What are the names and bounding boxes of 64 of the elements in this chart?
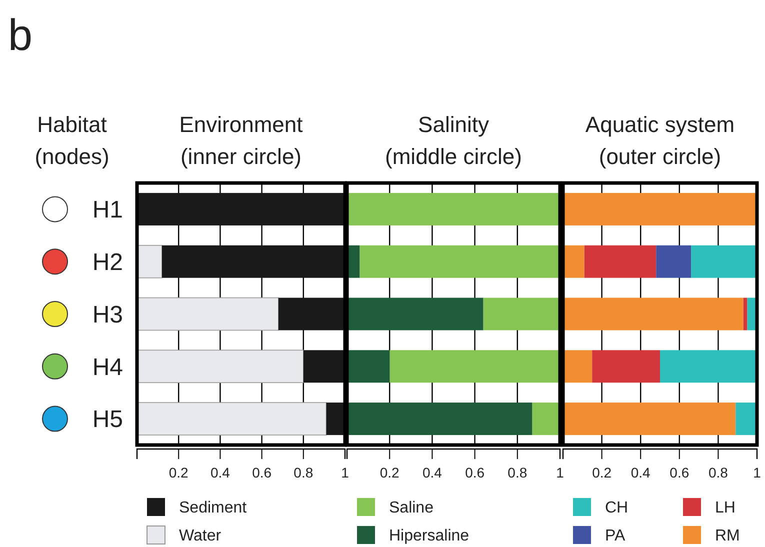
x-tick-label: 0.2: [592, 464, 612, 480]
x-tick-label: 0.8: [508, 464, 528, 480]
bar: [660, 350, 757, 383]
bar: [656, 245, 692, 278]
legend-label: Hipersaline: [389, 528, 470, 545]
bar: [162, 245, 345, 278]
legend-label: Water: [179, 528, 222, 545]
bar: [743, 298, 748, 330]
text: b: [8, 11, 32, 60]
chart-subtitle: (outer circle): [598, 144, 722, 169]
legend-label: Sediment: [179, 500, 248, 517]
bar: [691, 245, 757, 278]
bar: [563, 402, 736, 436]
bar: [278, 298, 345, 330]
x-tick-label: 0.4: [422, 464, 442, 480]
legend-label: CH: [605, 500, 628, 517]
chart-title: Salinity: [418, 112, 489, 137]
legend-label: LH: [715, 500, 736, 517]
legend-label: Saline: [389, 500, 434, 517]
bar: [390, 350, 560, 383]
x-tick-label: 0.8: [294, 464, 314, 480]
bar: [303, 350, 345, 383]
y-tick-label: H2: [92, 249, 123, 276]
bar: [483, 298, 560, 330]
y-tick-label: H5: [92, 406, 123, 434]
x-tick-label: 0.6: [465, 464, 485, 480]
y-tick-label: H4: [92, 354, 123, 381]
chart-subtitle: (inner circle): [180, 144, 302, 169]
legend-label: PA: [605, 528, 626, 545]
bar: [532, 402, 560, 436]
bar: [347, 402, 532, 436]
x-tick-label: 0.6: [252, 464, 272, 480]
bar: [592, 350, 660, 383]
y-tick-label: H3: [92, 301, 123, 328]
chart-title: Environment: [179, 112, 303, 137]
y-tick-label: H1: [92, 196, 123, 224]
bar: [563, 245, 584, 278]
x-tick-label: 0.8: [708, 464, 728, 480]
bar: [347, 298, 484, 330]
x-tick-label: 1: [556, 464, 564, 480]
bar: [360, 245, 560, 278]
bar: [347, 192, 560, 226]
x-tick-label: 1: [753, 464, 762, 480]
legend-label: RM: [715, 528, 740, 545]
x-tick-label: 1: [341, 464, 350, 480]
bar: [136, 402, 327, 436]
x-tick-label: 0.6: [670, 464, 690, 480]
bar: [736, 402, 757, 436]
bar: [584, 245, 656, 278]
bar: [326, 402, 345, 436]
bar: [563, 350, 592, 383]
chart-subtitle: (middle circle): [385, 144, 522, 169]
y-axis-title: Habitat (nodes): [34, 112, 110, 169]
bar: [137, 192, 345, 226]
bar: [136, 297, 279, 331]
bar: [563, 298, 744, 330]
x-tick-label: 0.4: [630, 464, 651, 480]
chart-title: Aquatic system: [585, 112, 735, 137]
x-tick-label: 0.2: [168, 464, 189, 480]
x-tick-label: 0.4: [210, 464, 230, 480]
x-tick-label: 0.2: [380, 464, 400, 480]
bar: [347, 350, 390, 383]
bar: [136, 350, 304, 384]
bar: [563, 192, 757, 226]
